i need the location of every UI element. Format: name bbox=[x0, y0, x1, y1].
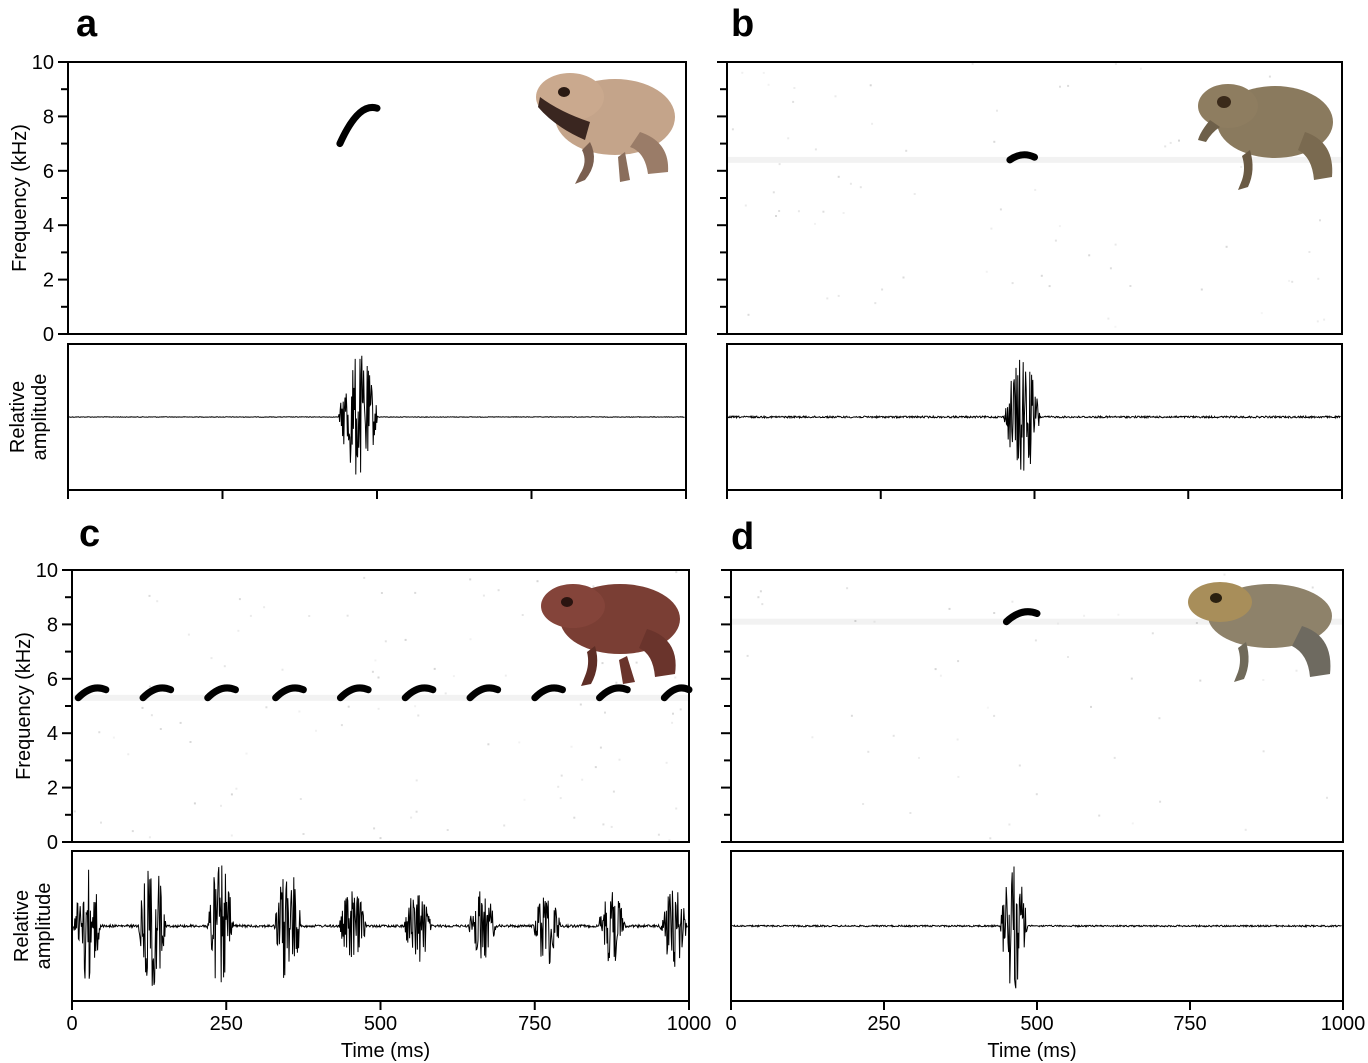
frequency-tick-label: 6 bbox=[43, 161, 54, 183]
spectrogram-note bbox=[336, 684, 372, 702]
spectrogram-noise-c bbox=[72, 571, 689, 843]
time-tick-label: 750 bbox=[518, 1013, 551, 1035]
spectrogram-note bbox=[272, 684, 307, 702]
time-tick-label: 250 bbox=[210, 1013, 243, 1035]
frog-photo-grey-brown-icon bbox=[1182, 574, 1342, 686]
spectrogram-note bbox=[204, 684, 239, 702]
panel-label-c: c bbox=[79, 513, 101, 555]
frog-photo-olive-brown-icon bbox=[1190, 72, 1338, 192]
time-tick-label: 1000 bbox=[1321, 1013, 1366, 1035]
frequency-tick-label: 2 bbox=[47, 778, 58, 800]
spectrogram-note bbox=[466, 684, 502, 702]
frequency-axis-label: Frequency (kHz) bbox=[13, 632, 35, 780]
panel-a: 0 2 4 6 8 10 Frequency (kHz) Relative amplitude bbox=[7, 52, 687, 499]
time-tick-label: 250 bbox=[867, 1013, 900, 1035]
spectrogram-note bbox=[336, 103, 381, 148]
waveform-trace-d bbox=[731, 866, 1342, 989]
panel-c: 0 2 4 6 8 10 0 250 500 750 1000 Frequency (kHz) Rela… bbox=[11, 560, 711, 1062]
panel-label-d: d bbox=[731, 516, 755, 558]
frequency-tick-label: 2 bbox=[43, 270, 54, 292]
panel-d: 0 250 500 750 1000 Time (ms) bbox=[721, 569, 1366, 1062]
time-tick-label: 500 bbox=[364, 1013, 397, 1035]
waveform-trace-a bbox=[68, 355, 685, 475]
panel-label-a: a bbox=[76, 3, 98, 45]
spectrogram-note bbox=[596, 684, 631, 702]
frog-photo-pale-brown-icon bbox=[530, 62, 685, 187]
time-tick-label: 0 bbox=[725, 1013, 736, 1035]
spectrogram-note bbox=[401, 684, 437, 702]
amplitude-axis-label-line2: amplitude bbox=[29, 374, 51, 461]
time-axis-label: Time (ms) bbox=[341, 1040, 430, 1062]
spectrogram-note bbox=[531, 684, 566, 702]
time-tick-label: 1000 bbox=[667, 1013, 712, 1035]
panel-label-b: b bbox=[731, 3, 755, 45]
spectrogram-note bbox=[1002, 608, 1041, 626]
time-tick-label: 0 bbox=[66, 1013, 77, 1035]
frequency-tick-label: 10 bbox=[36, 560, 58, 582]
amplitude-axis-label-line2: amplitude bbox=[33, 883, 55, 970]
spectrogram-note bbox=[1006, 151, 1038, 164]
frequency-tick-label: 10 bbox=[32, 52, 54, 74]
amplitude-axis-label-line1: Relative bbox=[11, 890, 33, 962]
amplitude-axis-label-line1: Relative bbox=[7, 381, 29, 453]
panel-b bbox=[717, 61, 1343, 499]
frequency-tick-label: 4 bbox=[47, 723, 58, 745]
spectrogram-note bbox=[139, 684, 175, 702]
frog-photo-reddish-brown-icon bbox=[535, 574, 685, 689]
spectrogram-note bbox=[74, 684, 110, 702]
frequency-tick-label: 0 bbox=[47, 832, 58, 854]
time-axis-label: Time (ms) bbox=[987, 1040, 1076, 1062]
waveform-trace-c bbox=[72, 865, 688, 986]
frequency-tick-label: 6 bbox=[47, 669, 58, 691]
frequency-tick-label: 8 bbox=[43, 106, 54, 128]
time-tick-label: 750 bbox=[1173, 1013, 1206, 1035]
spectrogram-note bbox=[660, 684, 693, 702]
waveform-trace-b bbox=[727, 359, 1341, 471]
frequency-axis-label: Frequency (kHz) bbox=[9, 124, 31, 272]
frequency-tick-label: 4 bbox=[43, 215, 54, 237]
frequency-tick-label: 8 bbox=[47, 614, 58, 636]
frequency-tick-label: 0 bbox=[43, 324, 54, 346]
time-tick-label: 500 bbox=[1020, 1013, 1053, 1035]
